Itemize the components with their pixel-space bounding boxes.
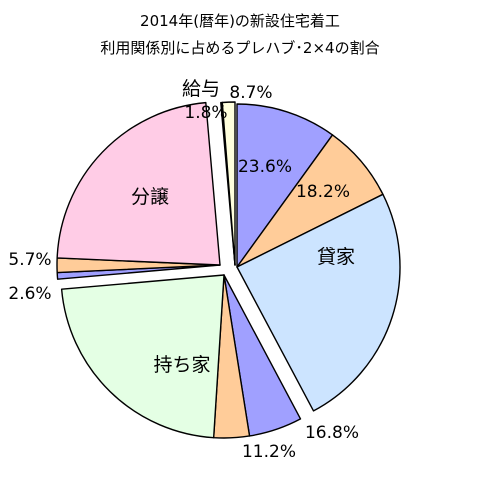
pie-slice-group-1-2 xyxy=(60,274,225,439)
slice-label-3-0: 8.7% xyxy=(229,83,272,103)
chart-subtitle: 利用関係別に占めるプレハブ･2×4の割合 xyxy=(100,39,379,57)
pie-slice-group-2-2 xyxy=(56,101,221,266)
slice-label-1-0: 16.8% xyxy=(305,423,359,443)
pie-slice-group-3-2 xyxy=(221,101,236,266)
labels-layer: 貸家 23.6%18.2% 持ち家 16.8% 11.2% 分譲 2.6% 5.7% 給与 8.7… xyxy=(8,78,359,462)
group-label-3: 給与 xyxy=(182,78,220,100)
pie-slice-group-0-0 xyxy=(236,103,334,268)
pie-slice-group-0-2 xyxy=(236,193,401,412)
slice-label-3-1: 1.8% xyxy=(184,103,227,123)
slice-label-2-0: 2.6% xyxy=(8,284,51,304)
group-label-1: 持ち家 xyxy=(153,354,210,376)
slice-label-0-1: 18.2% xyxy=(296,182,350,202)
group-label-0: 貸家 xyxy=(317,246,355,268)
slice-label-2-1: 5.7% xyxy=(8,250,51,270)
slice-label-0-0: 23.6% xyxy=(238,157,292,177)
slices-layer xyxy=(56,101,401,439)
slice-label-1-1: 11.2% xyxy=(242,442,296,462)
chart-title: 2014年(暦年)の新設住宅着工 xyxy=(140,12,340,30)
group-label-2: 分譲 xyxy=(131,186,169,208)
